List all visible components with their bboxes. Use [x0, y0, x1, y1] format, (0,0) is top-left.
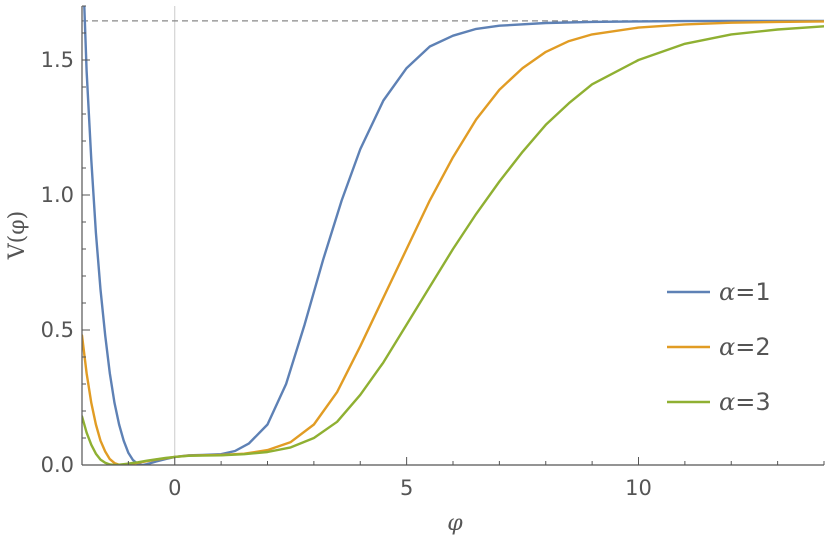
- x-axis-title: φ: [447, 511, 463, 536]
- y-tick-label: 1.5: [41, 48, 74, 72]
- legend-item-alpha1: α=1: [667, 278, 771, 306]
- legend-item-alpha3: α=3: [667, 388, 771, 416]
- series-line-alpha2: [82, 20, 824, 465]
- legend: α=1 α=2 α=3: [667, 278, 771, 416]
- y-tick-label: 0.5: [41, 318, 74, 342]
- y-axis-title: V(φ): [5, 211, 30, 260]
- series-line-alpha3: [82, 25, 824, 465]
- axis-ticks: 0 5 10 0.0 0.5 1.0 1.5: [41, 5, 825, 500]
- plot-frame: [81, 6, 824, 466]
- legend-item-alpha2: α=2: [667, 333, 771, 361]
- y-tick-label: 0.0: [41, 453, 74, 477]
- legend-label-alpha1: α=1: [719, 278, 771, 306]
- y-tick-label: 1.0: [41, 183, 74, 207]
- x-tick-label: 0: [168, 476, 181, 500]
- series-line-alpha1: [83, 6, 824, 465]
- x-tick-label: 10: [625, 476, 652, 500]
- series-layer: [82, 6, 824, 465]
- legend-label-alpha3: α=3: [719, 388, 771, 416]
- legend-label-alpha2: α=2: [719, 333, 771, 361]
- x-tick-label: 5: [400, 476, 413, 500]
